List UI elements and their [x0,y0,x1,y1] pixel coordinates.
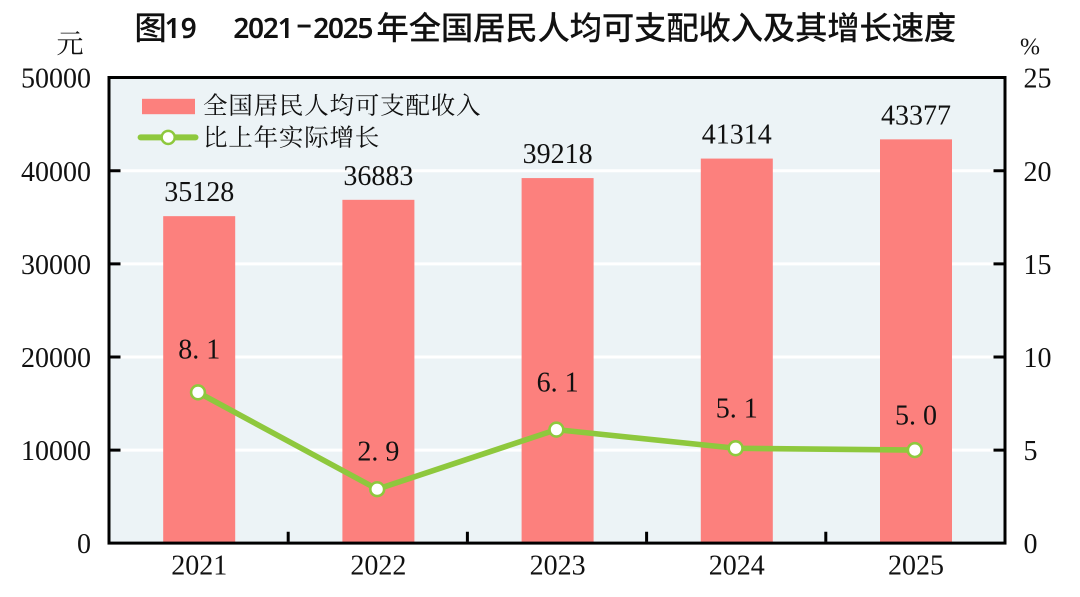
svg-text:36883: 36883 [343,161,413,192]
svg-text:2023: 2023 [530,550,586,581]
svg-text:39218: 39218 [523,139,593,170]
svg-text:10: 10 [1024,343,1052,374]
svg-text:15: 15 [1024,250,1052,281]
svg-text:2022: 2022 [350,550,406,581]
svg-text:5. 1: 5. 1 [716,394,758,425]
svg-text:20000: 20000 [21,343,91,374]
svg-text:2025: 2025 [888,550,944,581]
svg-text:30000: 30000 [21,250,91,281]
svg-text:6. 1: 6. 1 [537,368,579,399]
svg-text:5. 0: 5. 0 [895,401,937,432]
svg-text:35128: 35128 [164,177,234,208]
svg-text:2021: 2021 [171,550,227,581]
svg-text:2024: 2024 [709,550,765,581]
svg-text:20: 20 [1024,157,1052,188]
svg-text:2. 9: 2. 9 [357,437,399,468]
svg-text:50000: 50000 [21,64,91,95]
svg-text:25: 25 [1024,64,1052,95]
svg-text:10000: 10000 [21,436,91,467]
svg-text:0: 0 [1024,529,1038,560]
svg-text:43377: 43377 [881,100,951,131]
svg-text:41314: 41314 [702,120,772,151]
svg-text:%: % [1020,35,1040,61]
svg-text:8. 1: 8. 1 [178,335,220,366]
svg-text:0: 0 [77,529,91,560]
svg-text:40000: 40000 [21,157,91,188]
svg-text:5: 5 [1024,436,1038,467]
